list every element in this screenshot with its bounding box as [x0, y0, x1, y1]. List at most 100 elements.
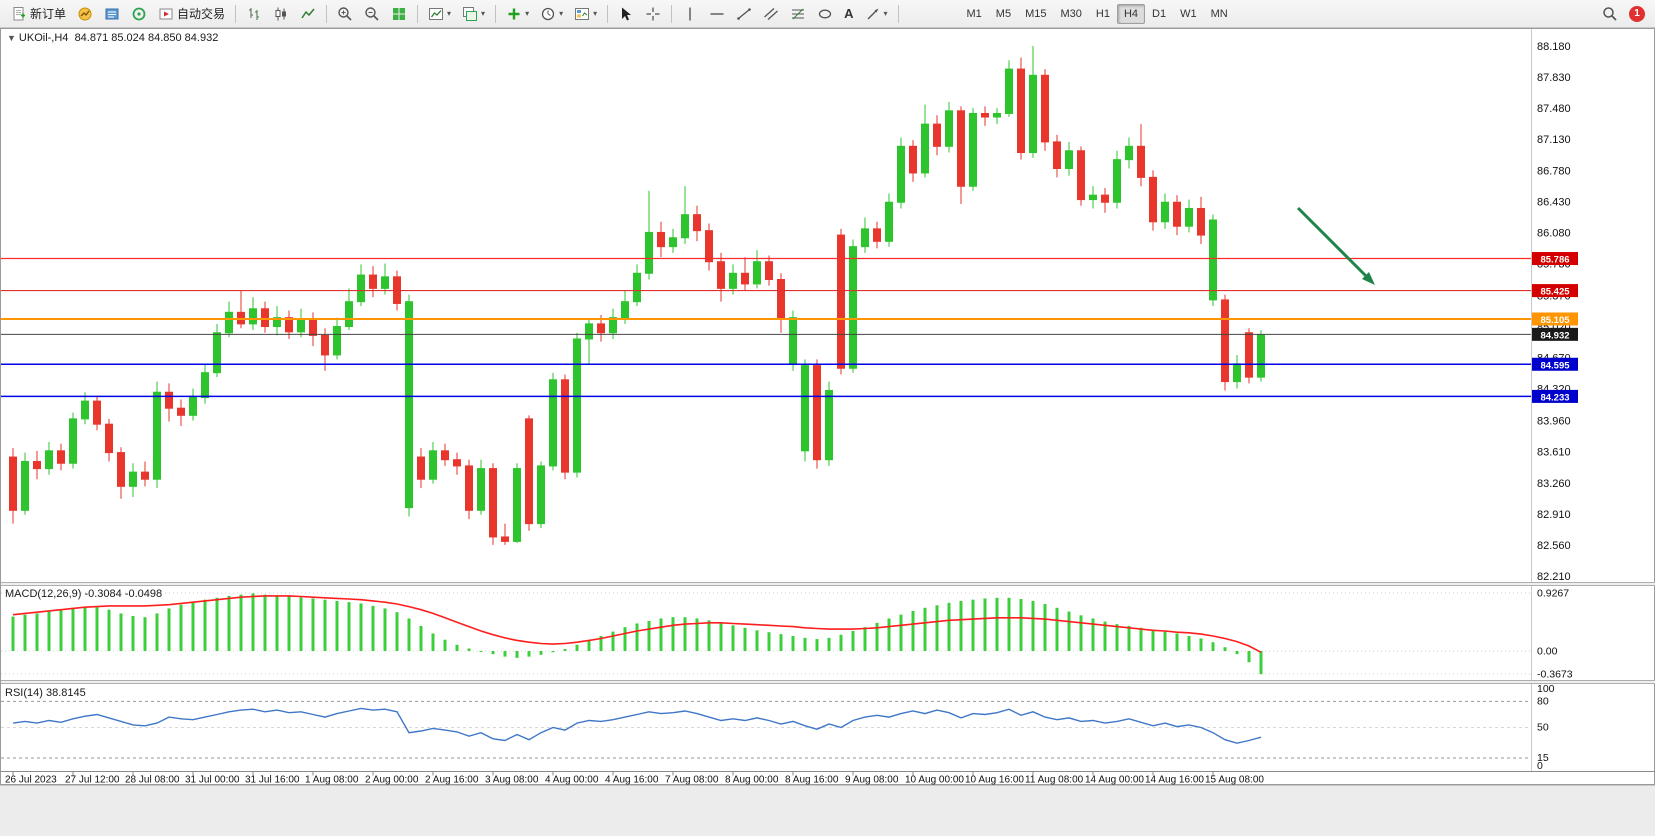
macd-bar — [1211, 642, 1215, 651]
candle-body — [777, 278, 785, 320]
candle-body — [1101, 194, 1109, 203]
cursor-button[interactable] — [613, 1, 639, 27]
svg-text:27 Jul 12:00: 27 Jul 12:00 — [65, 775, 120, 786]
crosshair-button[interactable] — [640, 1, 666, 27]
macd-bar — [383, 608, 387, 651]
candle-body — [1077, 150, 1085, 201]
candle-body — [213, 332, 221, 374]
time-axis[interactable]: 26 Jul 2023 27 Jul 12:00 28 Jul 08:00 31 Ju… — [1, 771, 1655, 786]
tf-h1-button[interactable]: H1 — [1095, 7, 1110, 20]
auto-trading-button[interactable]: 自动交易 — [153, 1, 230, 27]
zoom-out-button[interactable] — [359, 1, 385, 27]
macd-bar — [635, 623, 639, 651]
templates-icon — [574, 6, 590, 22]
horizontal-line-icon — [709, 6, 725, 22]
candle-body — [585, 323, 593, 340]
price-tag — [1532, 357, 1578, 371]
line-chart-button[interactable] — [295, 1, 321, 27]
macd-bar — [527, 651, 531, 657]
market-watch-button[interactable] — [72, 1, 98, 27]
crosshair-icon — [645, 6, 661, 22]
toolbar-separator — [607, 4, 609, 23]
candle-body — [921, 123, 929, 174]
macd-bar — [971, 599, 975, 651]
new-order-button[interactable]: 新订单 — [6, 1, 71, 27]
tf-w1-button[interactable]: W1 — [1180, 7, 1197, 20]
tf-m15-button[interactable]: M15 — [1025, 7, 1047, 20]
candle-body — [801, 365, 809, 452]
channel-button[interactable] — [758, 1, 784, 27]
chevron-down-icon: ▾ — [525, 8, 530, 18]
candle-body — [669, 237, 677, 248]
channel-icon — [763, 6, 779, 22]
macd-bar — [575, 644, 579, 651]
bar-chart-button[interactable] — [241, 1, 267, 27]
macd-bar — [479, 651, 483, 652]
new-order-icon — [11, 6, 27, 22]
tf-m1-button[interactable]: M1 — [966, 7, 982, 20]
search-button[interactable] — [1597, 1, 1623, 27]
fibonacci-button[interactable] — [785, 1, 811, 27]
new-order-label: 新订单 — [30, 7, 67, 21]
candle-body — [321, 334, 329, 356]
templates-button[interactable]: ▾ — [569, 1, 602, 27]
text-icon: A — [844, 6, 854, 21]
arrows-button[interactable]: ▾ — [860, 1, 893, 27]
data-window-button[interactable] — [99, 1, 125, 27]
price-tag — [1532, 284, 1578, 298]
shapes-button[interactable] — [812, 1, 838, 27]
vertical-line-button[interactable] — [677, 1, 703, 27]
svg-text:85.425: 85.425 — [1540, 287, 1570, 298]
candlestick-chart-button[interactable] — [268, 1, 294, 27]
svg-text:86.430: 86.430 — [1537, 196, 1571, 208]
navigator-button[interactable] — [126, 1, 152, 27]
candle-body — [981, 112, 989, 118]
svg-text:26 Jul 2023: 26 Jul 2023 — [5, 775, 57, 786]
tile-windows-button[interactable] — [386, 1, 412, 27]
hlines-layer[interactable]: 85.786 85.425 85.105 84.932 84.595 84.233 — [1, 252, 1578, 403]
chevron-down-icon: ▾ — [481, 8, 486, 18]
macd-bar — [959, 600, 963, 651]
price-axis[interactable]: 88.180 87.830 87.480 87.130 86.780 86.430 86.0… — [1537, 41, 1571, 583]
tf-h4-button[interactable]: H4 — [1116, 3, 1146, 24]
candle-body — [813, 365, 821, 461]
macd-bar — [623, 627, 627, 651]
periods-button[interactable]: ▾ — [535, 1, 568, 27]
macd-bar — [1139, 627, 1143, 651]
macd-bar — [803, 637, 807, 651]
macd-bar — [1235, 651, 1239, 655]
candle-body — [765, 261, 773, 280]
macd-bar — [1019, 599, 1023, 651]
svg-text:14 Aug 16:00: 14 Aug 16:00 — [1145, 775, 1204, 786]
search-icon — [1602, 6, 1618, 22]
chart-canvas[interactable]: 88.180 87.830 87.480 87.130 86.780 86.430 86.0… — [1, 29, 1655, 786]
macd-bar — [311, 598, 315, 651]
indicators-button[interactable]: ▾ — [501, 1, 534, 27]
macd-panel[interactable]: 0.9267 0.00 -0.3673 — [1, 587, 1573, 680]
new-chart-button[interactable]: ▾ — [423, 1, 456, 27]
market-watch-icon — [77, 6, 93, 22]
chart-profiles-button[interactable]: ▾ — [457, 1, 490, 27]
tf-m5-button[interactable]: M5 — [995, 7, 1012, 20]
macd-bar — [299, 597, 303, 651]
arrow-annotation[interactable] — [1296, 206, 1375, 285]
trendline-button[interactable] — [731, 1, 757, 27]
horizontal-line-button[interactable] — [704, 1, 730, 27]
macd-bar — [1031, 600, 1035, 651]
svg-text:83.260: 83.260 — [1537, 478, 1571, 490]
notification-badge[interactable]: 1 — [1629, 5, 1645, 22]
tf-d1-button[interactable]: D1 — [1152, 7, 1167, 20]
svg-text:84.932: 84.932 — [1540, 330, 1569, 341]
candle-body — [465, 465, 473, 511]
svg-text:87.830: 87.830 — [1537, 72, 1571, 84]
tf-m30-button[interactable]: M30 — [1060, 7, 1082, 20]
macd-bar — [731, 625, 735, 651]
svg-text:88.180: 88.180 — [1537, 41, 1571, 53]
text-button[interactable]: A — [839, 1, 858, 27]
tf-mn-button[interactable]: MN — [1210, 7, 1228, 20]
macd-bar — [179, 604, 183, 651]
macd-bar — [1079, 615, 1083, 651]
macd-bar — [107, 609, 111, 651]
zoom-in-button[interactable] — [332, 1, 358, 27]
